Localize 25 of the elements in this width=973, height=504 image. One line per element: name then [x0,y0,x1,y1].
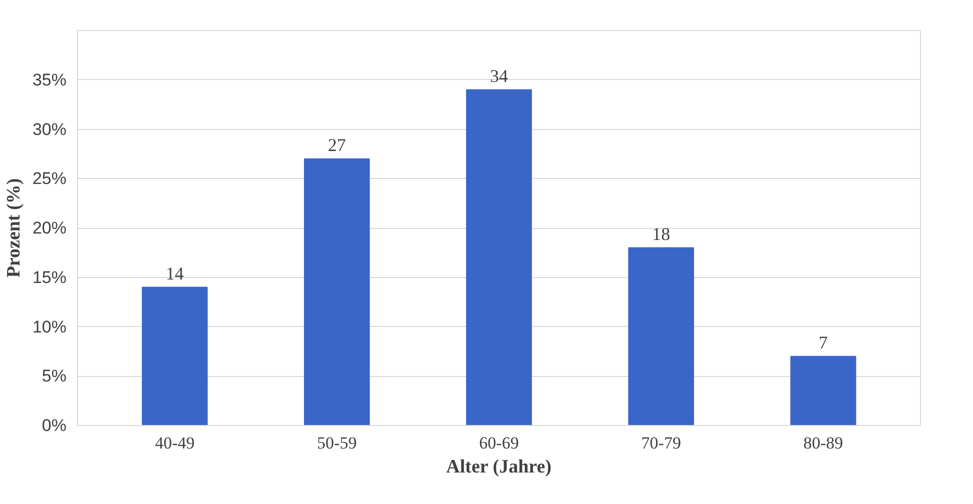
data-label: 27 [328,134,346,155]
y-tick-label: 5% [42,366,67,386]
bar [790,356,856,426]
data-label: 14 [166,263,184,284]
y-tick-label: 10% [32,317,67,336]
data-label: 18 [652,224,670,244]
bar [304,158,370,426]
y-tick-label: 25% [32,169,67,188]
y-tick-label: 15% [32,268,67,287]
y-tick-label: 35% [32,70,67,90]
x-tick-label: 50-59 [317,434,357,452]
bar [628,247,694,426]
y-tick-label: 20% [32,218,67,238]
data-label: 34 [490,66,508,86]
y-tick-label: 30% [32,120,67,139]
x-tick-label: 60-69 [479,434,519,452]
bar [466,89,532,426]
data-label: 7 [818,332,828,352]
bar [142,286,208,426]
x-axis-title: Alter (Jahre) [446,456,552,478]
x-tick-label: 80-89 [803,434,844,452]
y-tick-label: 0% [42,416,67,435]
x-tick-label: 40-49 [154,434,195,452]
x-tick-label: 70-79 [641,434,681,452]
y-axis-title: Prozent (%) [3,178,24,278]
